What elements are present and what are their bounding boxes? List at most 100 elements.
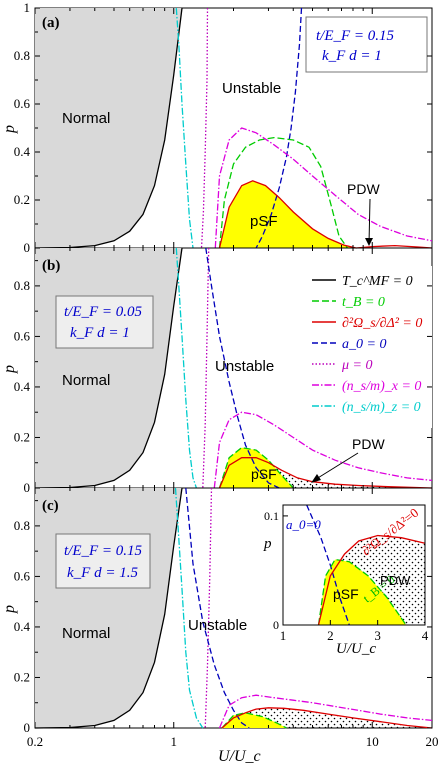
curve-n-s-m-z-0 xyxy=(175,7,194,249)
curve-n-s-m-x-0 xyxy=(214,127,433,249)
inset-curve-s-0 xyxy=(317,534,426,626)
y-tick-label: 0 xyxy=(24,720,31,735)
inset-pdw-label: PDW xyxy=(380,573,411,588)
y-tick-label: 0.2 xyxy=(14,192,30,207)
curve-t-c-mf-0 xyxy=(34,7,183,249)
legend: T_c^MF = 0 t_B = 0 ∂²Ω_s/∂Δ² = 0 a_0 = 0 μ =… xyxy=(312,274,422,415)
panel-a-tag: (a) xyxy=(42,15,60,31)
x-axis-label: U/U_c xyxy=(218,748,261,765)
y-tick-label: 0.4 xyxy=(14,379,31,394)
legend-label-t-b-0: t_B = 0 xyxy=(342,295,385,310)
axes: 00.20.40.60.8100.20.40.60.800.20.40.60.8… xyxy=(14,0,439,749)
panel-a-curves xyxy=(34,7,433,249)
curve-t-b-0 xyxy=(218,446,294,489)
panel-b: (b) t/E_F = 0.05 k_F d = 1 Normal Unstab… xyxy=(34,247,433,489)
curve-n-s-m-x-0 xyxy=(213,411,433,489)
panel-b-unstable-label: Unstable xyxy=(215,358,274,375)
panel-b-pdw-label: PDW xyxy=(352,436,385,452)
panel-c-param-1: t/E_F = 0.15 xyxy=(64,543,143,559)
curve-n-s-m-x-0 xyxy=(218,694,433,729)
curve-s-0 xyxy=(221,707,433,729)
panel-a-pdw-label: PDW xyxy=(347,181,380,197)
curve-t-b-0 xyxy=(221,712,287,729)
panel-c-unstable-label: Unstable xyxy=(188,617,247,634)
y-tick-label: 0.4 xyxy=(14,619,31,634)
panel-b-tag: (b) xyxy=(42,258,60,274)
psf-region-fill xyxy=(219,180,357,248)
inset-psf-label: pSF xyxy=(333,586,359,602)
panel-b-param-2: k_F d = 1 xyxy=(70,325,130,341)
legend-label-0: μ = 0 xyxy=(341,358,372,373)
curve-a-0-0 xyxy=(185,487,250,729)
inset-a0-label: a_0=0 xyxy=(286,517,321,532)
inset-x-tick-label: 4 xyxy=(422,628,429,643)
panel-a-psf-label: pSF xyxy=(250,213,278,230)
y-axis-label-b: p xyxy=(1,365,18,374)
x-tick-label: 10 xyxy=(366,734,379,749)
y-tick-label: 0.6 xyxy=(14,96,31,111)
normal-region-fill xyxy=(35,488,182,728)
normal-region-fill xyxy=(35,8,182,248)
y-tick-label: 1 xyxy=(24,0,31,15)
curve-s-0 xyxy=(218,180,433,249)
inset-curves xyxy=(306,504,426,626)
legend-label-a-0-0: a_0 = 0 xyxy=(342,337,386,352)
curve-t-c-mf-0 xyxy=(34,487,183,729)
inset-y-label: p xyxy=(263,536,272,552)
y-tick-label: 0 xyxy=(24,240,31,255)
curve-t-b-0 xyxy=(218,136,348,249)
inset-y-tick-label: 0.1 xyxy=(264,509,279,523)
y-tick-label: 0.8 xyxy=(14,518,30,533)
curve-a-0-0 xyxy=(205,247,280,489)
panel-c-normal-label: Normal xyxy=(62,625,110,642)
panel-a-normal-label: Normal xyxy=(62,110,110,127)
panel-a-param-2: k_F d = 1 xyxy=(322,48,382,64)
panel-c-param-box xyxy=(55,533,151,589)
x-tick-label: 1 xyxy=(170,734,177,749)
y-axis-label-a: p xyxy=(1,125,18,134)
normal-region-fill xyxy=(35,248,182,488)
panel-b-psf-label: pSF xyxy=(251,466,277,482)
legend-label-n-s-m-z-0: (n_s/m)_z = 0 xyxy=(342,400,421,415)
legend-label-s-0: ∂²Ω_s/∂Δ² = 0 xyxy=(342,316,422,331)
curve-0 xyxy=(204,487,213,729)
curve-n-s-m-z-0 xyxy=(175,247,198,489)
legend-label-n-s-m-x-0: (n_s/m)_x = 0 xyxy=(342,379,421,394)
inset-x-tick-label: 3 xyxy=(374,628,381,643)
curve-a-0-0 xyxy=(255,7,303,249)
y-tick-label: 0.2 xyxy=(14,669,30,684)
inset-x-tick-label: 1 xyxy=(280,628,287,643)
curve-n-s-m-z-0 xyxy=(174,487,204,729)
inset-curve-t-b-0 xyxy=(317,558,407,626)
inset-psf-fill xyxy=(318,559,407,625)
panel-c-param-2: k_F d = 1.5 xyxy=(67,565,138,581)
panel-a-param-box xyxy=(305,16,428,73)
panel-c: (c) t/E_F = 0.15 k_F d = 1.5 Normal Unst… xyxy=(34,487,433,729)
y-tick-label: 0.8 xyxy=(14,278,30,293)
panel-a-unstable-label: Unstable xyxy=(222,80,281,97)
panel-b-normal-label: Normal xyxy=(62,372,110,389)
y-axis-label-c: p xyxy=(1,605,18,614)
y-tick-label: 0.6 xyxy=(14,568,31,583)
panel-a-param-1: t/E_F = 0.15 xyxy=(316,28,395,44)
curve-0 xyxy=(200,7,209,249)
legend-box xyxy=(304,266,432,428)
inset-x-tick-label: 2 xyxy=(327,628,334,643)
y-tick-label: 0.8 xyxy=(14,48,30,63)
inset-frame xyxy=(282,504,426,626)
y-tick-label: 0.4 xyxy=(14,144,31,159)
inset-y-tick-label: 0 xyxy=(273,618,279,632)
curve-t-c-mf-0 xyxy=(34,247,183,489)
panel-a-pdw-arrow xyxy=(368,198,371,245)
inset-x-label: U/U_c xyxy=(336,641,376,657)
x-tick-label: 0.2 xyxy=(27,734,43,749)
x-tick-label: 20 xyxy=(426,734,439,749)
curve-0 xyxy=(202,247,210,489)
panel-a-pdw-arrowhead xyxy=(365,238,373,246)
panel-b-pdw-arrowhead xyxy=(311,474,321,483)
panel-c-tag: (c) xyxy=(42,498,59,514)
inset: a_0=0 ∂²Ω_s/∂Δ²=0 t_B = 0 PDW pSF p U/U_… xyxy=(263,504,429,657)
y-tick-label: 0.6 xyxy=(14,328,31,343)
legend-label-t-c-mf-0: T_c^MF = 0 xyxy=(342,274,413,289)
